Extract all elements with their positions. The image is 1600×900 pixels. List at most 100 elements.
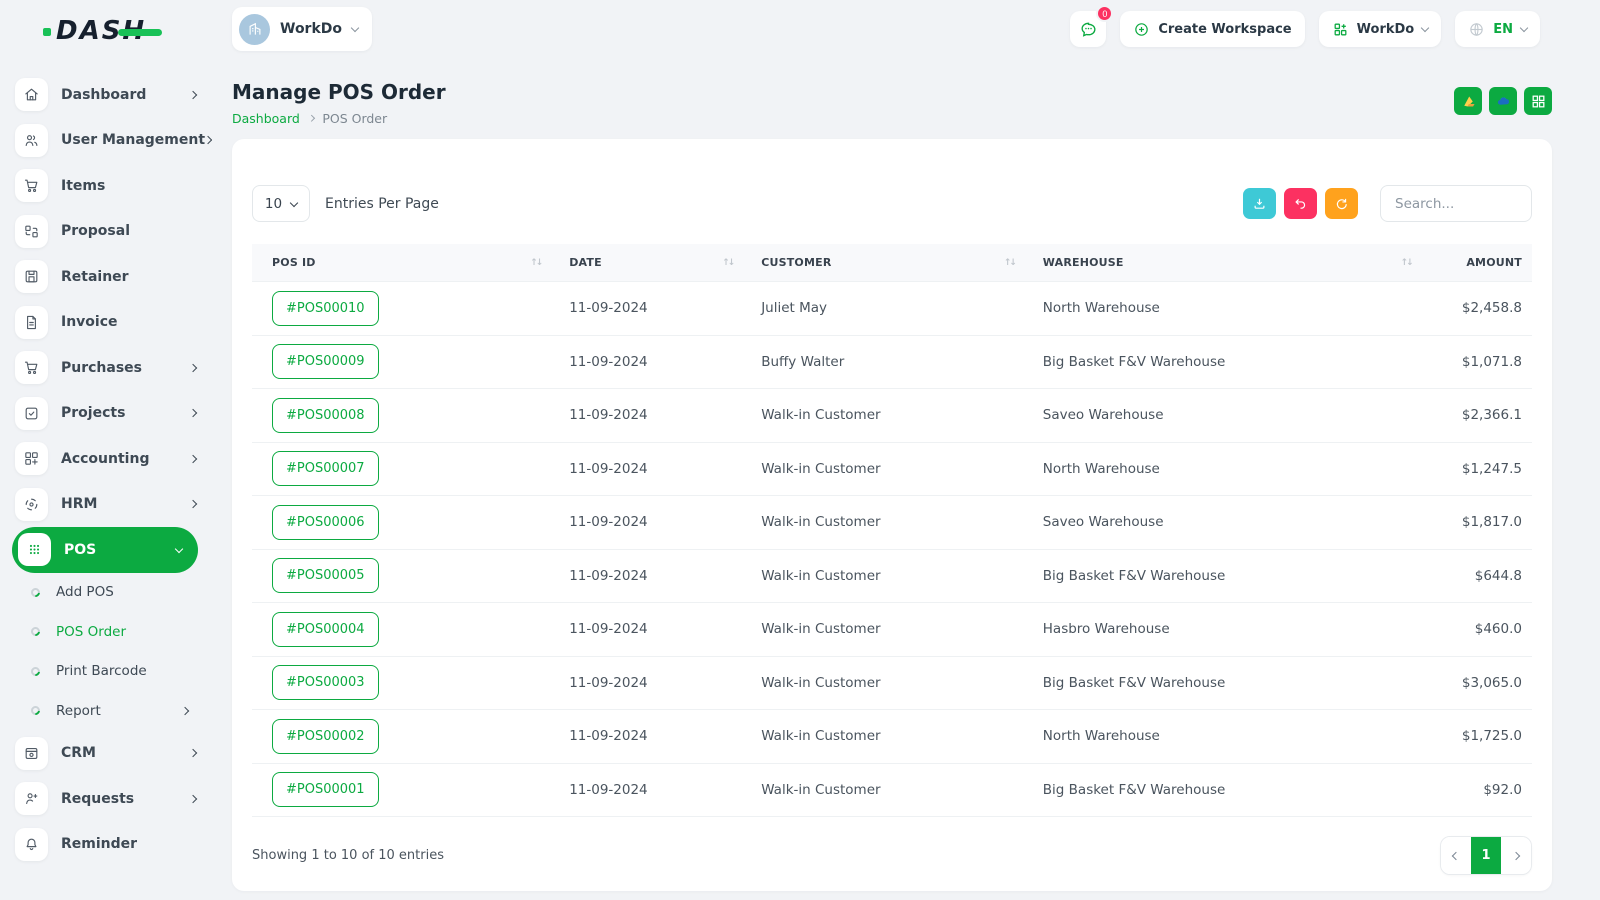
breadcrumb-dashboard-link[interactable]: Dashboard <box>232 111 300 126</box>
chevron-right-icon <box>188 749 198 758</box>
sidebar-item-crm[interactable]: CRM <box>0 731 212 777</box>
cell-warehouse: North Warehouse <box>1032 281 1430 335</box>
sidebar-item-invoice[interactable]: Invoice <box>0 300 212 346</box>
sort-icon[interactable]: ↑↓ <box>722 257 735 268</box>
prev-page-button[interactable] <box>1441 837 1471 874</box>
chevron-right-icon <box>1511 851 1521 860</box>
topbar: DASH WorkDo 0 Create Workspace <box>0 0 1600 58</box>
entries-per-page-select[interactable]: 10 <box>252 185 310 222</box>
sidebar-item-purchases[interactable]: Purchases <box>0 345 212 391</box>
pos-id-link[interactable]: #POS00010 <box>272 290 379 326</box>
pos-id-link[interactable]: #POS00007 <box>272 451 379 487</box>
workspace-name: WorkDo <box>280 21 343 37</box>
google-drive-button[interactable] <box>1454 87 1482 115</box>
sidebar-item-label: Invoice <box>61 314 118 331</box>
cell-amount: $460.0 <box>1429 602 1532 656</box>
cell-warehouse: Big Basket F&V Warehouse <box>1032 334 1430 389</box>
create-workspace-button[interactable]: Create Workspace <box>1120 11 1305 47</box>
workspace-selector[interactable]: WorkDo <box>232 7 373 51</box>
cell-date: 11-09-2024 <box>559 281 752 335</box>
sidebar-item-accounting[interactable]: Accounting <box>0 436 212 482</box>
cell-amount: $644.8 <box>1429 548 1532 603</box>
language-selector[interactable]: EN <box>1455 11 1540 47</box>
pos-orders-table: POS ID ↑↓ DATE ↑↓ CUSTOMER ↑↓ WAREHOUSE ↑↓ AMOUN… <box>252 244 1532 817</box>
pos-id-link[interactable]: #POS00003 <box>272 665 379 701</box>
sidebar-item-retainer[interactable]: Retainer <box>0 254 212 300</box>
pos-id-link[interactable]: #POS00005 <box>272 558 379 594</box>
sidebar-item-items[interactable]: Items <box>0 163 212 209</box>
breadcrumb-current: POS Order <box>322 111 388 126</box>
retainer-icon <box>15 260 48 294</box>
sidebar-item-pos[interactable]: POS <box>12 527 198 573</box>
pos-id-link[interactable]: #POS00009 <box>272 344 379 380</box>
cell-amount: $1,071.8 <box>1429 334 1532 389</box>
sort-icon[interactable]: ↑↓ <box>530 257 543 268</box>
table-row: #POS00009 11-09-2024 Buffy Walter Big Baske… <box>252 334 1532 389</box>
bullet-icon <box>29 625 42 639</box>
sidebar-item-dashboard[interactable]: Dashboard <box>0 72 212 118</box>
table-row: #POS00004 11-09-2024 Walk-in Customer Hasbr… <box>252 602 1532 656</box>
sidebar-subitem-add-pos[interactable]: Add POS <box>0 573 212 613</box>
grid-view-button[interactable] <box>1524 87 1552 115</box>
home-icon <box>15 78 48 112</box>
column-header-date[interactable]: DATE ↑↓ <box>559 244 751 282</box>
search-input[interactable] <box>1380 185 1532 222</box>
column-header-warehouse[interactable]: WAREHOUSE ↑↓ <box>1033 244 1430 282</box>
workdo-menu-button[interactable]: WorkDo <box>1318 11 1442 47</box>
chevron-right-icon <box>188 90 198 99</box>
entries-per-page-label: Entries Per Page <box>325 195 439 212</box>
cell-amount: $1,247.5 <box>1429 441 1532 496</box>
refresh-button[interactable] <box>1325 188 1358 219</box>
column-header-pos-id[interactable]: POS ID ↑↓ <box>252 244 559 282</box>
cell-customer: Juliet May <box>751 281 1033 335</box>
chevron-down-icon <box>174 544 184 553</box>
sidebar-item-requests[interactable]: Requests <box>0 776 212 822</box>
pos-id-link[interactable]: #POS00002 <box>272 718 379 754</box>
chevron-down-icon <box>350 23 360 33</box>
workdo-menu-label: WorkDo <box>1356 21 1415 37</box>
pos-id-link[interactable]: #POS00004 <box>272 611 379 647</box>
sidebar-item-label: Projects <box>61 405 126 422</box>
sidebar-subitem-label: POS Order <box>56 623 126 640</box>
sidebar-subitem-report[interactable]: Report <box>0 691 212 731</box>
column-header-customer[interactable]: CUSTOMER ↑↓ <box>751 244 1033 282</box>
sidebar-item-label: Proposal <box>61 223 131 240</box>
grid-icon <box>1532 95 1544 107</box>
next-page-button[interactable] <box>1501 837 1531 874</box>
chevron-right-icon <box>188 500 198 509</box>
cell-customer: Walk-in Customer <box>751 762 1033 817</box>
sidebar-item-label: Requests <box>61 790 135 807</box>
sidebar-item-proposal[interactable]: Proposal <box>0 209 212 255</box>
sidebar-subitem-print-barcode[interactable]: Print Barcode <box>0 652 212 692</box>
sort-icon[interactable]: ↑↓ <box>1400 257 1413 268</box>
page-1-button[interactable]: 1 <box>1471 837 1501 874</box>
sidebar-item-user-management[interactable]: User Management <box>0 118 212 164</box>
logo-text: DASH <box>56 16 147 46</box>
cell-customer: Walk-in Customer <box>751 388 1033 442</box>
messages-button[interactable]: 0 <box>1070 5 1114 47</box>
cell-date: 11-09-2024 <box>559 388 752 442</box>
cart-icon <box>15 169 48 203</box>
cell-customer: Buffy Walter <box>751 334 1033 389</box>
app-logo[interactable]: DASH <box>56 16 146 46</box>
bullet-icon <box>29 664 42 678</box>
cell-date: 11-09-2024 <box>559 762 752 817</box>
chevron-down-icon <box>1519 23 1529 33</box>
accounting-icon <box>15 442 48 476</box>
chat-icon <box>1081 22 1096 37</box>
undo-button[interactable] <box>1284 188 1317 219</box>
pos-id-link[interactable]: #POS00006 <box>272 504 379 540</box>
export-download-button[interactable] <box>1243 188 1276 219</box>
sidebar-item-reminder[interactable]: Reminder <box>0 822 212 868</box>
sort-icon[interactable]: ↑↓ <box>1003 257 1017 268</box>
language-code: EN <box>1493 21 1513 37</box>
pos-id-link[interactable]: #POS00001 <box>272 772 379 808</box>
topbar-right: 0 Create Workspace WorkDo EN <box>1070 5 1540 47</box>
sidebar-item-hrm[interactable]: HRM <box>0 482 212 528</box>
sidebar-item-projects[interactable]: Projects <box>0 391 212 437</box>
pos-id-link[interactable]: #POS00008 <box>272 397 379 433</box>
sidebar-subitem-pos-order[interactable]: POS Order <box>0 612 212 652</box>
page-title: Manage POS Order <box>232 80 446 104</box>
onedrive-button[interactable] <box>1489 87 1517 115</box>
table-row: #POS00001 11-09-2024 Walk-in Customer Big B… <box>252 762 1532 817</box>
